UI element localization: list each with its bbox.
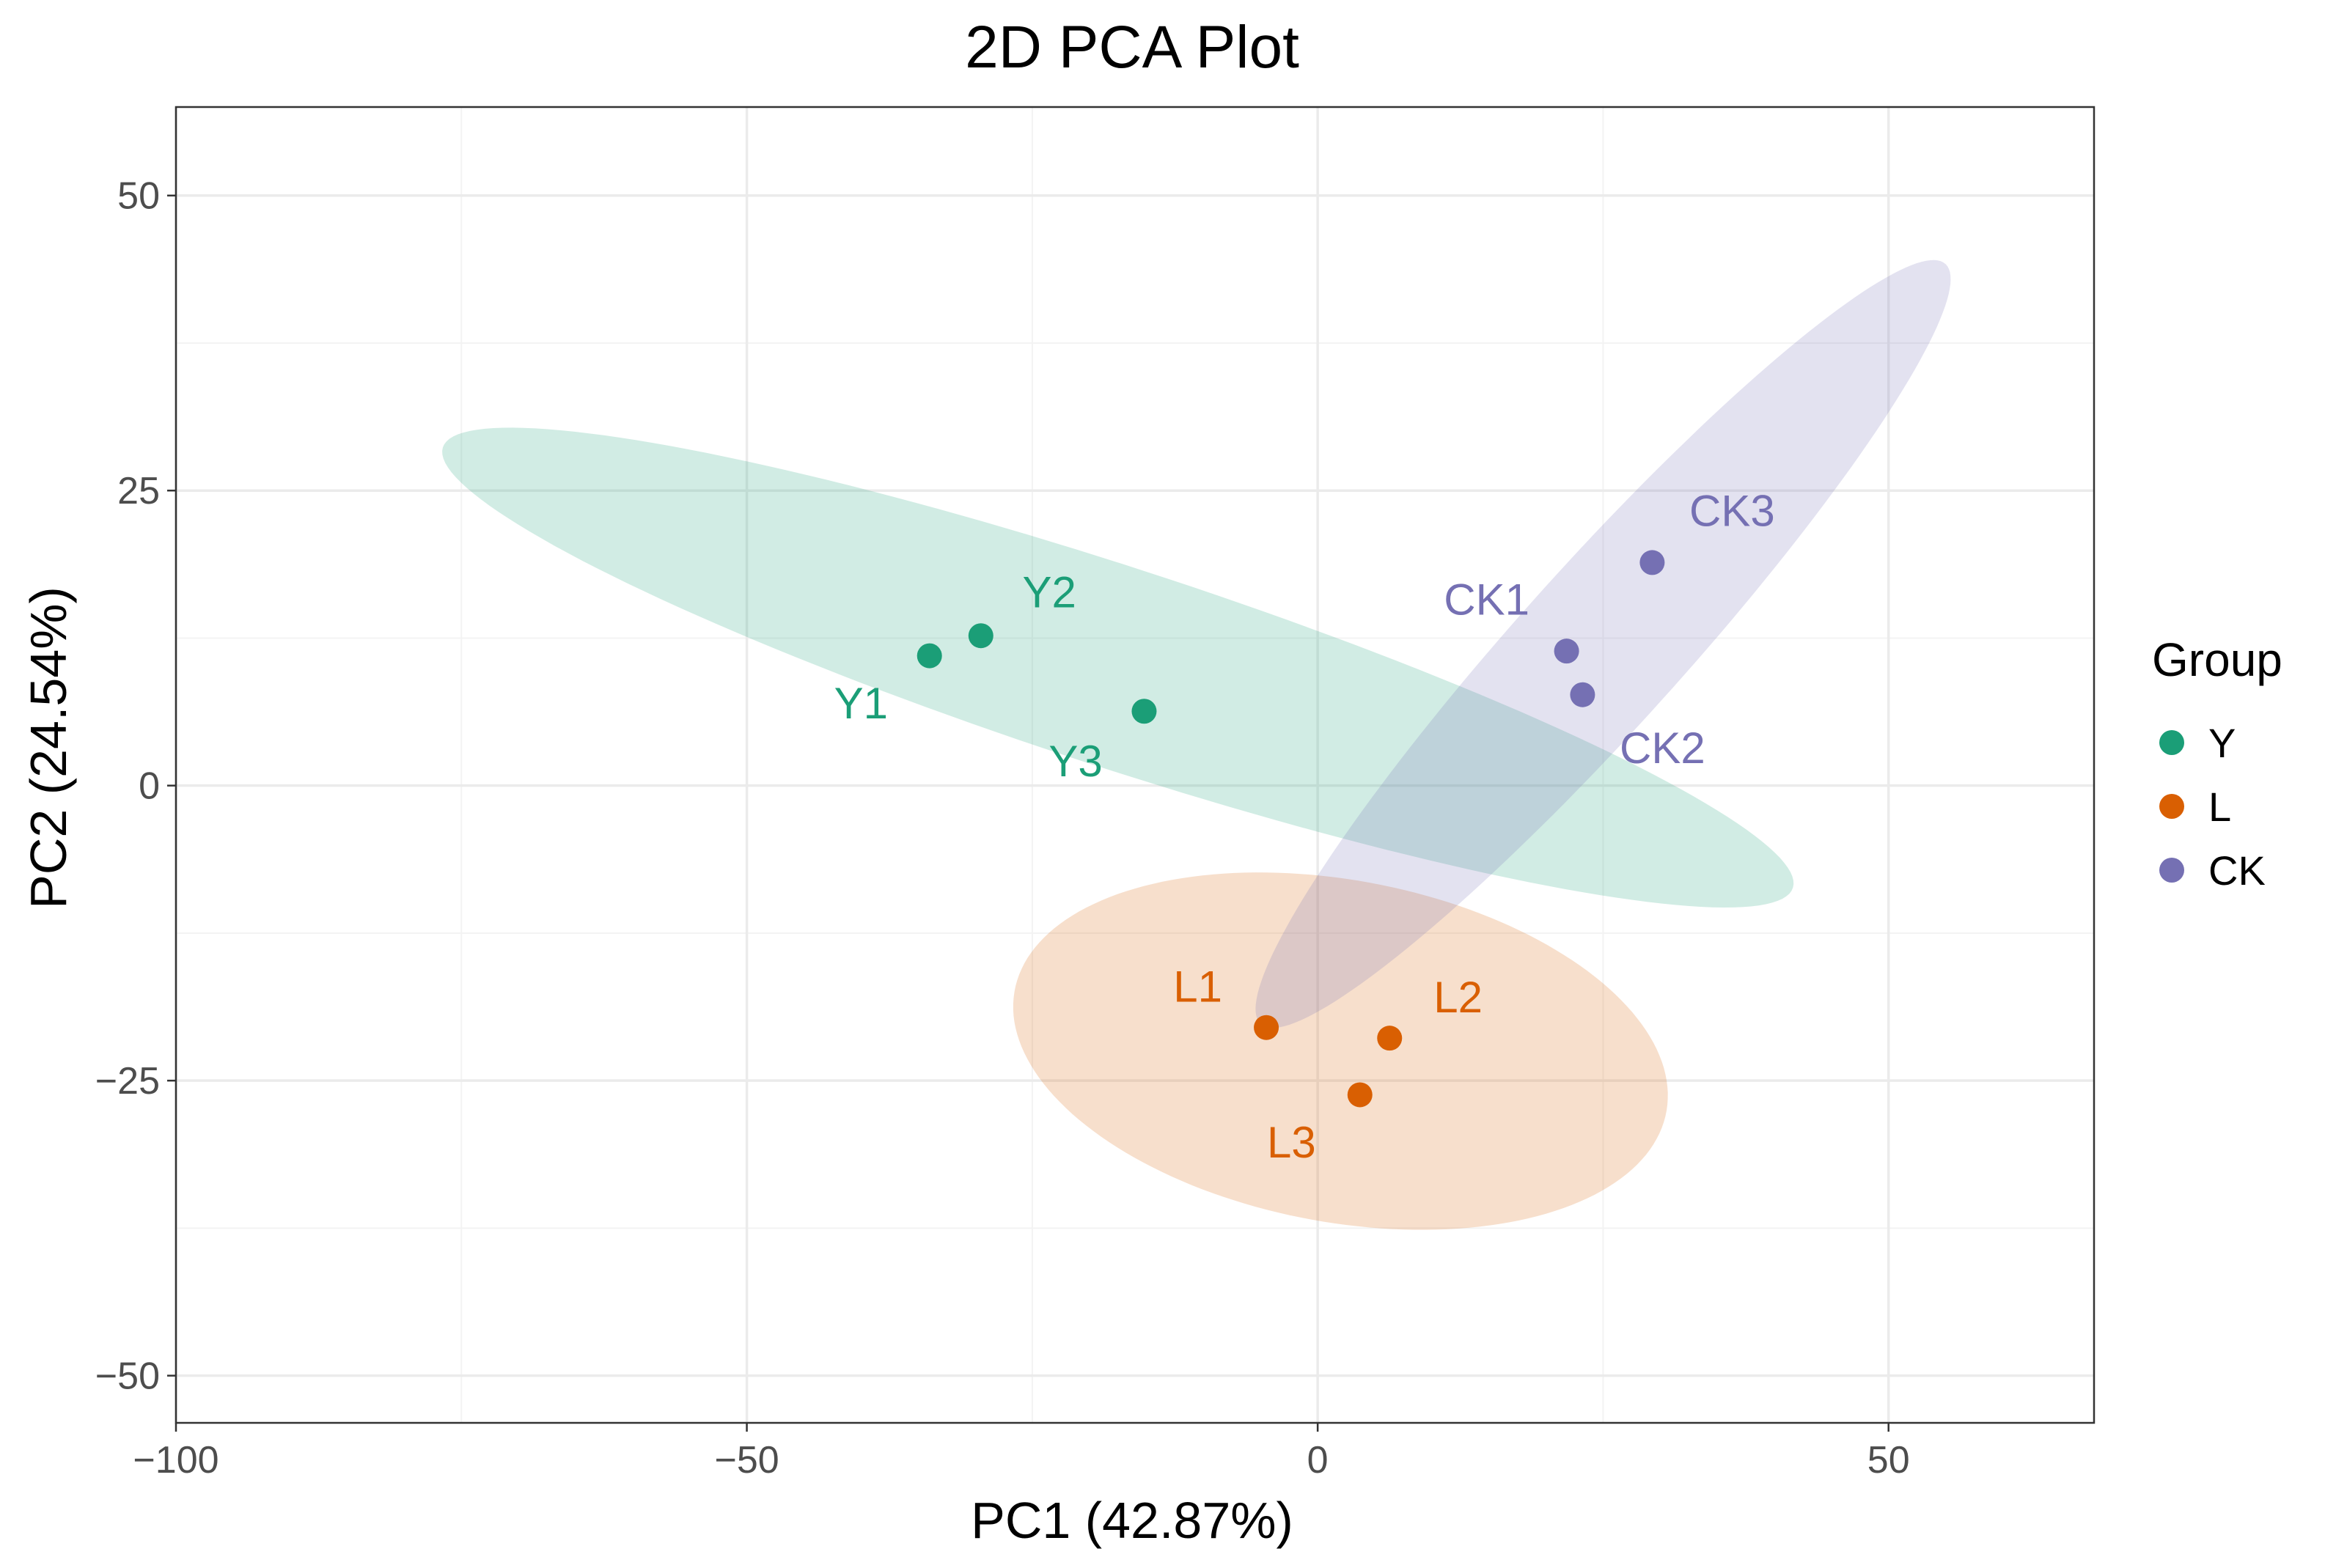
legend-label-y: Y — [2208, 720, 2236, 766]
ellipse-l — [1013, 872, 1668, 1230]
point-ck3 — [1639, 550, 1665, 575]
point-label-ck2: CK2 — [1620, 724, 1705, 773]
x-tick-label: −100 — [133, 1439, 218, 1481]
panel-border — [175, 106, 2096, 1424]
legend-entries: YL CK — [2159, 720, 2266, 894]
legend-key-ck — [2159, 858, 2184, 883]
plot-area: Y1 Y2 Y3 L1 L2 L3 CK1 CK2 CK3 — [175, 106, 2096, 1424]
point-label-l2: L2 — [1433, 973, 1483, 1022]
grid-minor — [176, 107, 2094, 1423]
y-axis: −50 −25 0 25 50 — [95, 175, 176, 1398]
ellipse-y — [442, 427, 1794, 908]
point-label-y1: Y1 — [834, 679, 888, 728]
data-points — [917, 550, 1665, 1108]
point-label-ck3: CK3 — [1689, 487, 1775, 536]
legend: Group YL CK — [2152, 633, 2282, 894]
x-tick-label: −50 — [714, 1439, 779, 1481]
legend-key-y — [2159, 730, 2184, 755]
legend-title: Group — [2152, 633, 2282, 686]
y-tick-label: −50 — [95, 1355, 160, 1398]
point-l2 — [1377, 1026, 1403, 1051]
ellipse-ck — [1255, 260, 1951, 1028]
point-label-ck1: CK1 — [1444, 575, 1529, 624]
y-tick-label: 25 — [117, 470, 160, 512]
x-tick-label: 0 — [1307, 1439, 1329, 1481]
point-ck2 — [1570, 682, 1595, 707]
y-tick-label: 50 — [117, 175, 160, 218]
point-ck1 — [1554, 638, 1579, 664]
point-y2 — [968, 623, 993, 649]
point-l1 — [1254, 1015, 1279, 1040]
legend-key-l — [2159, 794, 2184, 819]
point-label-y2: Y2 — [1023, 568, 1076, 617]
point-l3 — [1347, 1082, 1373, 1108]
x-axis-title: PC1 (42.87%) — [971, 1492, 1293, 1549]
y-axis-title: PC2 (24.54%) — [20, 586, 77, 909]
legend-label-ck: CK — [2208, 847, 2266, 894]
point-label-l1: L1 — [1173, 962, 1222, 1011]
y-tick-label: −25 — [95, 1060, 160, 1103]
legend-label-l: L — [2208, 784, 2231, 830]
point-y1 — [917, 643, 942, 669]
point-label-l3: L3 — [1267, 1118, 1316, 1167]
confidence-ellipses — [442, 260, 1951, 1230]
point-y3 — [1131, 699, 1157, 724]
y-tick-label: 0 — [139, 765, 160, 808]
x-axis: −100 −50 0 50 — [133, 1423, 1910, 1481]
x-tick-label: 50 — [1867, 1439, 1910, 1481]
point-labels: Y1 Y2 Y3 L1 L2 L3 CK1 CK2 CK3 — [834, 487, 1775, 1167]
chart-title: 2D PCA Plot — [965, 14, 1299, 81]
point-label-y3: Y3 — [1048, 737, 1102, 786]
